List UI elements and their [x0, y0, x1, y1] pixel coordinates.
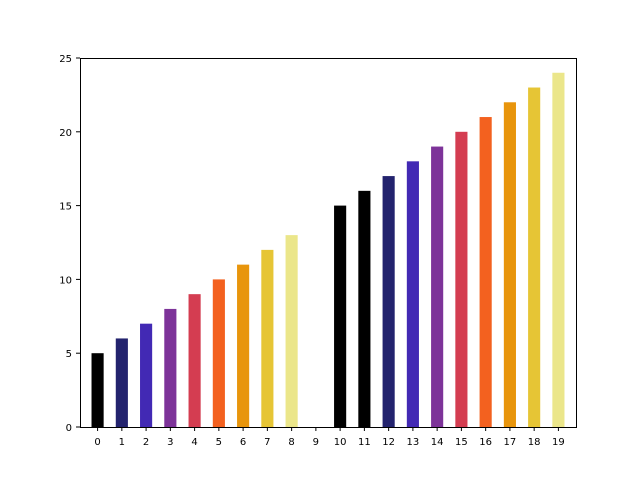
bar-10: [334, 205, 347, 427]
x-tick-label-14: 14: [431, 437, 444, 448]
bar-19: [552, 72, 565, 427]
x-tick-label-19: 19: [552, 437, 565, 448]
y-tick-label-15: 15: [59, 202, 72, 213]
x-tick-label-2: 2: [143, 437, 149, 448]
plot-frame: [80, 58, 577, 428]
x-tick-label-13: 13: [407, 437, 420, 448]
x-tick-label-9: 9: [313, 437, 319, 448]
x-tick-label-3: 3: [167, 437, 173, 448]
bar-6: [237, 264, 250, 427]
bar-0: [91, 353, 104, 427]
bar-8: [285, 235, 298, 427]
x-tick-label-6: 6: [240, 437, 246, 448]
x-tick-label-5: 5: [216, 437, 222, 448]
x-tick-label-15: 15: [455, 437, 468, 448]
y-tick-label-0: 0: [66, 423, 72, 434]
bar-13: [406, 161, 419, 427]
bar-11: [358, 190, 371, 427]
x-tick-label-16: 16: [479, 437, 492, 448]
y-tick-label-20: 20: [59, 128, 72, 139]
bar-7: [261, 249, 274, 427]
bar-4: [188, 294, 201, 427]
bar-5: [212, 279, 225, 427]
bar-16: [479, 117, 492, 427]
bar-18: [528, 87, 541, 428]
y-tick-label-10: 10: [59, 275, 72, 286]
x-tick-label-1: 1: [119, 437, 125, 448]
bar-3: [164, 308, 177, 427]
bars-layer: [91, 72, 565, 428]
bar-14: [431, 146, 444, 427]
x-tick-label-11: 11: [358, 437, 371, 448]
bar-1: [115, 338, 128, 427]
bar-2: [140, 323, 153, 427]
bar-12: [382, 176, 395, 427]
x-tick-label-4: 4: [191, 437, 197, 448]
x-tick-label-18: 18: [528, 437, 541, 448]
y-tick-label-25: 25: [59, 54, 72, 65]
bar-15: [455, 131, 468, 428]
y-tick-label-5: 5: [66, 349, 72, 360]
x-tick-label-12: 12: [382, 437, 395, 448]
x-tick-label-10: 10: [334, 437, 347, 448]
x-tick-label-17: 17: [504, 437, 517, 448]
x-tick-label-0: 0: [94, 437, 100, 448]
x-tick-label-7: 7: [264, 437, 270, 448]
x-tick-label-8: 8: [288, 437, 294, 448]
bar-17: [503, 102, 516, 427]
